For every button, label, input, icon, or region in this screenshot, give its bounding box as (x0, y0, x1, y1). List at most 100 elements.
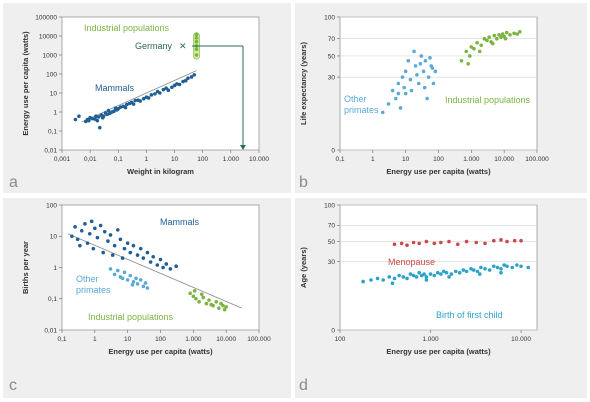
data-point-first_child (495, 265, 500, 270)
data-point-industrial (487, 35, 491, 39)
x-axis-title-c: Energy use per capita (watts) (108, 347, 213, 356)
data-point-primates (134, 276, 138, 281)
data-point-mammals (93, 226, 97, 231)
plot-area-b (339, 16, 538, 151)
data-point-mammals (164, 262, 169, 266)
data-point-first_child (502, 263, 506, 267)
data-point-mammals (158, 257, 163, 262)
data-point-mammals (138, 99, 142, 103)
data-point-industrial (199, 292, 204, 296)
data-point-industrial (194, 47, 199, 52)
data-point-primates (419, 54, 424, 58)
y-tick-label-a: 100 (46, 71, 57, 78)
data-point-primates (141, 284, 146, 289)
data-point-primates (145, 286, 150, 290)
x-tick-label-b: 100.000 (525, 156, 549, 163)
data-point-first_child (464, 269, 469, 274)
data-point-mammals (91, 246, 96, 251)
data-point-primates (108, 267, 113, 271)
data-point-first_child (408, 272, 413, 276)
data-point-mammals (73, 117, 78, 122)
x-tick-label-b: 0,1 (335, 156, 344, 163)
data-point-first_child (411, 273, 416, 278)
x-tick-label-a: 10.000 (249, 156, 269, 163)
data-point-mammals (101, 114, 106, 119)
data-point-mammals (122, 246, 127, 251)
y-tick-label-b: 30 (328, 74, 336, 81)
data-point-first_child (479, 265, 483, 270)
data-point-menopause (447, 239, 451, 244)
y-tick-label-a: 1000 (43, 52, 58, 59)
data-point-first_child (510, 265, 515, 270)
y-tick-label-b: 70 (328, 36, 336, 43)
data-point-mammals (181, 79, 185, 84)
y-tick-label-a: 100000 (35, 14, 57, 21)
data-point-first_child (381, 278, 385, 282)
y-tick-label-b: 100 (324, 14, 335, 21)
marks-a: 0,001 0,01 0,1 1 10 100 1.000 10.000 0,01 0,1 1 10 1… (21, 14, 269, 176)
data-point-mammals (94, 114, 98, 119)
data-point-first_child (475, 269, 480, 274)
data-point-industrial (503, 36, 508, 41)
x-tick-label-d: 10.000 (511, 336, 531, 343)
data-point-mammals (124, 102, 129, 107)
data-point-mammals (87, 231, 92, 236)
data-point-primates (403, 69, 408, 74)
data-point-industrial (204, 301, 209, 306)
data-point-mammals (77, 114, 81, 119)
data-point-first_child (422, 272, 426, 276)
x-tick-label-c: 0,1 (57, 336, 66, 343)
data-point-menopause (455, 242, 460, 247)
data-point-industrial (492, 33, 497, 38)
y-tick-label-d: 70 (328, 223, 336, 230)
annotation-birth-of-first-child: Birth of first child (436, 310, 503, 320)
data-point-primates (125, 278, 130, 282)
data-point-mammals (166, 88, 171, 93)
panel-a: 0,001 0,01 0,1 1 10 100 1.000 10.000 0,01 0,1 1 10 1… (9, 14, 269, 191)
annotation-other-primates-c-line1: Other (76, 274, 99, 284)
y-tick-label-c: 10 (50, 234, 58, 241)
data-point-primates (143, 281, 148, 285)
annotation-menopause: Menopause (388, 257, 435, 267)
data-point-primates (112, 272, 117, 277)
y-tick-label-a: 1 (53, 109, 57, 116)
data-point-mammals (189, 75, 194, 79)
data-point-primates (135, 282, 140, 286)
x-tick-label-a: 0,1 (114, 156, 123, 163)
data-point-primates (386, 102, 391, 106)
data-point-first_child (435, 270, 440, 275)
data-point-industrial (499, 35, 503, 39)
data-point-industrial (201, 295, 206, 300)
y-axis-title-d: Age (years) (299, 247, 308, 288)
data-point-industrial (479, 43, 484, 48)
data-point-industrial (194, 32, 199, 37)
data-point-industrial (477, 49, 482, 54)
data-point-mammals (145, 250, 150, 255)
y-tick-label-d: 100 (324, 202, 335, 209)
data-point-mammals (135, 253, 140, 257)
data-point-mammals (138, 246, 143, 251)
data-point-industrial (221, 303, 225, 308)
data-point-mammals (115, 228, 120, 232)
x-tick-label-d: 1.000 (422, 336, 439, 343)
data-point-industrial (495, 36, 499, 41)
data-point-mammals (70, 234, 74, 239)
data-point-first_child (441, 269, 446, 274)
data-point-primates (431, 81, 436, 86)
y-tick-label-d: 30 (328, 259, 336, 266)
y-tick-label-b: 50 (328, 53, 336, 60)
data-point-mammals (168, 267, 173, 271)
annotation-mammals-c: Mammals (160, 217, 200, 227)
data-point-industrial (512, 31, 516, 36)
data-point-primates (406, 58, 411, 63)
x-tick-label-c: 100.000 (247, 336, 271, 343)
x-axis-title-a: Weight in kilogram (127, 167, 194, 176)
data-point-mammals (95, 235, 100, 240)
data-point-first_child (453, 269, 458, 274)
data-point-mammals (170, 85, 174, 90)
data-point-primates (425, 96, 429, 101)
x-tick-label-a: 1.000 (223, 156, 240, 163)
data-point-mammals (118, 105, 123, 109)
data-point-first_child (477, 272, 482, 276)
